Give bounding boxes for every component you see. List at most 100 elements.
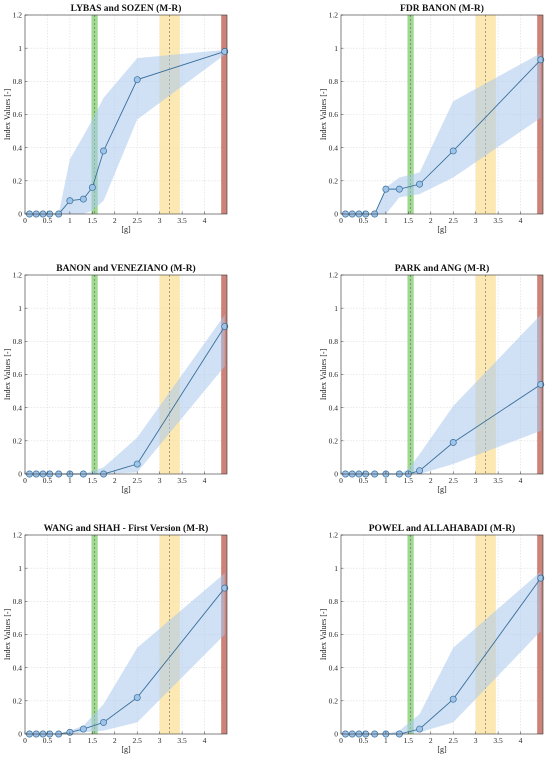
y-tick-label: 0.4 [329,663,339,672]
x-tick-label: 3.5 [493,736,503,745]
y-tick-label: 0 [334,210,338,219]
x-tick-label: 3.5 [493,216,503,225]
y-tick-label: 0.6 [13,630,23,639]
x-tick-label: 1 [384,736,388,745]
data-point [133,694,141,701]
x-axis-label: [g] [437,485,447,494]
y-tick-label: 1.2 [329,271,339,280]
y-tick-label: 1 [18,564,22,573]
y-tick-label: 1 [18,44,22,53]
x-tick-label: 4 [519,216,523,225]
y-tick-label: 1 [334,44,338,53]
data-point [221,48,229,55]
y-axis-label: Index Values [-] [319,88,328,140]
threshold-band [407,535,414,734]
x-tick-label: 1 [68,476,72,485]
data-point [449,695,457,703]
x-tick-label: 0 [339,476,343,485]
x-tick-label: 2 [113,216,117,225]
x-tick-label: 0.5 [359,476,369,485]
x-tick-label: 0 [23,476,27,485]
threshold-band [537,535,543,734]
chart-title: PARK and ANG (M-R) [395,263,490,274]
data-point [416,467,424,475]
chart-panel-5: 0 0.5 1 1.5 2 2.5 3 3.5 4 0 0.2 0.4 0.6 0.8 1 1.2 WANG a… [3,523,229,754]
y-tick-label: 0.8 [329,77,339,86]
data-point [395,185,403,193]
y-tick-label: 0.4 [329,143,339,152]
threshold-band [221,15,227,214]
x-tick-label: 0.5 [43,736,53,745]
data-point [221,322,229,330]
y-tick-label: 1.2 [329,11,339,20]
x-tick-label: 0.5 [359,216,369,225]
confidence-band [29,49,225,214]
y-tick-label: 1.2 [329,531,339,540]
y-tick-label: 1 [18,304,22,313]
y-tick-label: 0.4 [13,143,23,152]
confidence-band [345,571,541,734]
x-tick-label: 1 [384,216,388,225]
x-tick-label: 0.5 [43,476,53,485]
y-axis-label: Index Values [-] [319,608,328,660]
chart-panel-6: 0 0.5 1 1.5 2 2.5 3 3.5 4 0 0.2 0.4 0.6 0.8 1 1.2 POWEL … [319,523,545,754]
data-point [537,574,545,582]
data-point [133,76,141,84]
y-tick-label: 0.6 [329,630,339,639]
data-point [449,439,457,446]
x-tick-label: 3 [474,216,478,225]
confidence-band [29,314,225,474]
y-tick-label: 0 [18,210,22,219]
y-axis-label: Index Values [-] [3,88,12,140]
data-point [100,147,108,155]
y-tick-label: 0.4 [13,663,23,672]
x-tick-label: 3 [158,736,162,745]
x-tick-label: 3 [158,476,162,485]
x-tick-label: 0.5 [43,216,53,225]
x-tick-label: 3 [474,476,478,485]
x-tick-label: 3 [474,736,478,745]
y-tick-label: 0.2 [13,436,23,445]
y-tick-label: 1 [334,304,338,313]
y-tick-label: 0.4 [13,403,23,412]
data-point [79,725,87,733]
data-point [66,197,74,205]
chart-title: BANON and VENEZIANO (M-R) [56,263,195,274]
chart-panel-1: 0 0.5 1 1.5 2 2.5 3 3.5 4 0 0.2 0.4 0.6 0.8 1 1.2 LYBAS … [3,3,229,234]
x-tick-label: 0.5 [359,736,369,745]
x-tick-label: 2 [429,476,433,485]
x-tick-label: 1.5 [404,476,414,485]
data-point [382,185,390,193]
x-tick-label: 2.5 [449,736,459,745]
y-tick-label: 0.6 [13,370,23,379]
threshold-band [407,15,414,214]
data-point [79,195,87,203]
x-tick-label: 3.5 [493,476,503,485]
x-tick-label: 2 [113,736,117,745]
data-point [221,584,229,592]
x-axis-label: [g] [121,745,131,754]
chart-panel-3: 0 0.5 1 1.5 2 2.5 3 3.5 4 0 0.2 0.4 0.6 0.8 1 1.2 BANON … [3,263,229,494]
x-tick-label: 0 [23,736,27,745]
y-tick-label: 0 [334,730,338,739]
x-tick-label: 1.5 [404,216,414,225]
y-tick-label: 0.4 [329,403,339,412]
x-axis-label: [g] [121,225,131,234]
threshold-band [407,275,414,474]
x-tick-label: 2.5 [133,216,143,225]
x-tick-label: 2.5 [449,216,459,225]
y-tick-label: 1 [334,564,338,573]
x-tick-label: 1 [68,736,72,745]
confidence-band [29,573,225,734]
x-tick-label: 3.5 [177,216,187,225]
y-tick-label: 0 [18,730,22,739]
y-tick-label: 0.2 [13,696,23,705]
threshold-band [91,275,98,474]
x-tick-label: 2.5 [133,736,143,745]
y-tick-label: 0.2 [329,176,339,185]
x-tick-label: 2 [429,736,433,745]
chart-title: POWEL and ALLAHABADI (M-R) [369,523,515,534]
data-point [449,147,457,155]
x-tick-label: 0 [339,216,343,225]
